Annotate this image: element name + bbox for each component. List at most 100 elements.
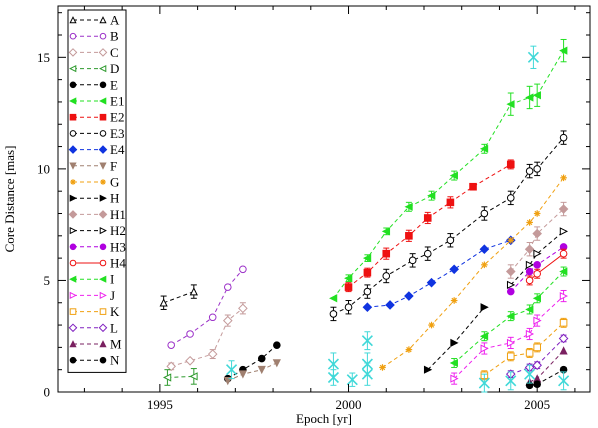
data-point [506, 159, 515, 170]
series-line [510, 208, 564, 272]
data-point [524, 242, 535, 257]
legend-label: H3 [110, 239, 126, 254]
series-g [379, 174, 567, 371]
data-point [505, 371, 517, 391]
x-tick-label: 2005 [524, 397, 550, 412]
data-point [238, 302, 248, 315]
data-point [559, 248, 568, 259]
data-point [559, 130, 568, 145]
data-point [525, 260, 535, 269]
data-point [329, 306, 338, 322]
data-point [186, 330, 194, 338]
data-point [506, 336, 516, 349]
data-point [207, 349, 218, 360]
series-line [227, 362, 278, 382]
legend-entry-h4: H4 [69, 256, 126, 271]
data-point [222, 314, 233, 327]
series-line [453, 295, 564, 379]
data-point [225, 360, 238, 380]
series-line [163, 291, 194, 304]
plot-frame [57, 5, 591, 393]
legend-label: F [110, 158, 117, 173]
data-point [480, 206, 489, 221]
legend-label: N [110, 353, 120, 368]
legend-entry-h1: H1 [68, 207, 126, 222]
data-point [426, 277, 437, 288]
data-point [257, 365, 266, 375]
data-point [344, 274, 353, 283]
legend-entry-f: F [69, 158, 117, 173]
data-point [189, 284, 198, 299]
data-point [506, 92, 515, 116]
y-tick-label: 5 [44, 273, 51, 288]
data-point [558, 371, 570, 391]
data-point [506, 280, 516, 290]
legend-entry-h: H [69, 191, 119, 206]
data-point [533, 161, 541, 177]
data-point [506, 351, 515, 362]
y-tick-label: 15 [37, 50, 50, 65]
data-point [257, 354, 266, 363]
data-point [208, 313, 217, 322]
data-point [381, 227, 391, 236]
data-point [449, 264, 459, 275]
legend-entry-e: E [69, 77, 118, 92]
series-e4 [362, 235, 516, 313]
data-point [559, 227, 569, 236]
y-tick-label: 10 [37, 161, 50, 176]
series-d [163, 368, 198, 386]
data-point [479, 244, 490, 255]
data-point [329, 294, 338, 303]
series-b [167, 265, 247, 349]
x-tick-label: 1995 [147, 397, 173, 412]
data-point [479, 331, 489, 342]
data-point [525, 327, 535, 341]
series-i [449, 266, 568, 368]
data-point [361, 331, 373, 351]
series-line [382, 177, 565, 368]
legend-entry-n: N [69, 353, 120, 368]
x-axis-label: Epoch [yr] [296, 411, 352, 426]
data-point [559, 266, 568, 277]
data-point [189, 368, 198, 385]
data-point [346, 372, 358, 387]
data-point [408, 253, 417, 268]
data-point [446, 233, 455, 248]
data-point [525, 85, 534, 110]
data-point [450, 372, 459, 385]
data-point [427, 190, 436, 201]
data-point [506, 287, 515, 296]
data-point [361, 362, 373, 386]
data-point [533, 210, 541, 217]
series-e2 [344, 159, 515, 293]
data-point [385, 300, 395, 310]
legend-label: L [110, 320, 118, 335]
data-point [532, 226, 542, 241]
data-point [559, 346, 568, 355]
legend-entry-i: I [69, 272, 114, 287]
data-point [344, 282, 353, 293]
data-point [238, 370, 247, 379]
data-point [481, 261, 488, 269]
data-point [506, 190, 515, 206]
data-point [423, 246, 432, 261]
data-point [480, 303, 489, 312]
data-point [382, 268, 391, 284]
data-point [506, 311, 515, 322]
legend-label: H [110, 191, 119, 206]
data-point [524, 364, 536, 384]
series-f [223, 359, 281, 386]
series-line [510, 231, 564, 286]
data-point [363, 267, 372, 278]
data-point [405, 346, 413, 353]
legend-label: E1 [110, 94, 124, 109]
legend-entry-h3: H3 [69, 239, 126, 254]
legend-entry-c: C [68, 45, 119, 60]
data-point [558, 333, 569, 344]
data-point [533, 268, 541, 279]
data-point [185, 355, 195, 366]
data-point [223, 377, 232, 386]
series-a [159, 284, 198, 310]
legend-entry-e2: E2 [69, 110, 124, 125]
